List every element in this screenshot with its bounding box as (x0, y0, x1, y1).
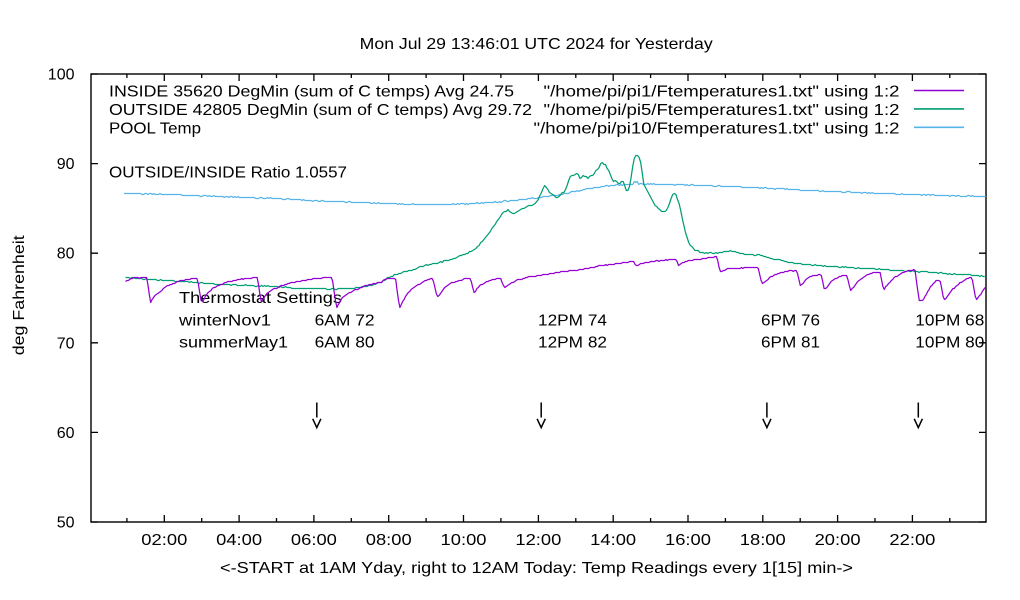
svg-text:10PM 80: 10PM 80 (915, 335, 984, 352)
svg-text:6PM 81: 6PM 81 (761, 335, 820, 352)
svg-text:70: 70 (57, 335, 75, 352)
svg-text:14:00: 14:00 (590, 532, 636, 549)
svg-text:POOL Temp: POOL Temp (109, 120, 201, 137)
svg-text:80: 80 (57, 246, 75, 263)
svg-text:60: 60 (57, 425, 75, 442)
svg-text:winterNov1: winterNov1 (178, 312, 271, 329)
svg-text:12PM 82: 12PM 82 (538, 335, 607, 352)
svg-text:18:00: 18:00 (740, 532, 786, 549)
svg-text:deg Fahrenheit: deg Fahrenheit (11, 235, 28, 356)
svg-text:OUTSIDE/INSIDE Ratio 1.0557: OUTSIDE/INSIDE Ratio 1.0557 (109, 165, 347, 182)
svg-text:10:00: 10:00 (441, 532, 487, 549)
svg-text:6PM 76: 6PM 76 (761, 312, 820, 329)
svg-text:<-START at 1AM Yday, right to: <-START at 1AM Yday, right to 12AM Today… (220, 560, 853, 577)
svg-text:6AM 72: 6AM 72 (315, 312, 375, 329)
svg-text:OUTSIDE 42805 DegMin (sum of C: OUTSIDE 42805 DegMin (sum of C temps) Av… (109, 102, 532, 119)
svg-text:summerMay1: summerMay1 (179, 335, 288, 352)
svg-text:50: 50 (57, 515, 75, 532)
svg-text:12PM 74: 12PM 74 (538, 312, 607, 329)
svg-text:"/home/pi/pi5/Ftemperatures1.t: "/home/pi/pi5/Ftemperatures1.txt" using … (544, 102, 900, 119)
svg-text:INSIDE 35620 DegMin (sum of C: INSIDE 35620 DegMin (sum of C temps) Avg… (109, 84, 514, 101)
svg-text:02:00: 02:00 (141, 532, 187, 549)
svg-text:16:00: 16:00 (665, 532, 711, 549)
svg-text:12:00: 12:00 (515, 532, 561, 549)
svg-text:"/home/pi/pi1/Ftemperatures1.t: "/home/pi/pi1/Ftemperatures1.txt" using … (544, 84, 900, 101)
svg-text:Mon Jul 29 13:46:01 UTC 2024 f: Mon Jul 29 13:46:01 UTC 2024 for Yesterd… (360, 36, 713, 53)
svg-text:100: 100 (48, 67, 75, 84)
svg-text:22:00: 22:00 (889, 532, 935, 549)
svg-text:06:00: 06:00 (291, 532, 337, 549)
svg-text:90: 90 (57, 156, 75, 173)
svg-text:20:00: 20:00 (815, 532, 861, 549)
svg-text:6AM 80: 6AM 80 (315, 335, 375, 352)
svg-text:10PM 68: 10PM 68 (915, 312, 984, 329)
svg-text:04:00: 04:00 (216, 532, 262, 549)
svg-text:"/home/pi/pi10/Ftemperatures1.: "/home/pi/pi10/Ftemperatures1.txt" using… (534, 120, 900, 137)
svg-text:08:00: 08:00 (366, 532, 412, 549)
